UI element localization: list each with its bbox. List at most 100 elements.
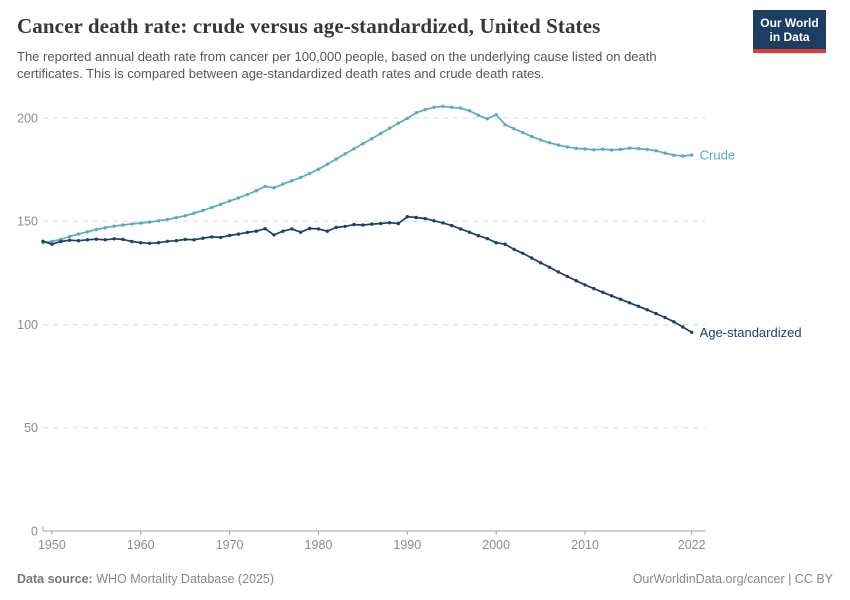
y-axis-tick-label-100: 100 (17, 318, 38, 332)
series-point-age-standardized-1993 (432, 219, 436, 223)
series-point-age-standardized-1959 (130, 239, 134, 244)
series-point-crude-1999 (485, 117, 489, 121)
series-point-crude-1978 (299, 175, 303, 180)
y-axis-tick-label-0: 0 (31, 524, 38, 538)
series-point-crude-1952 (68, 234, 72, 239)
data-source-label: Data source: (17, 572, 93, 586)
series-point-age-standardized-1956 (103, 238, 107, 242)
series-point-crude-1979 (307, 171, 312, 176)
series-point-age-standardized-1950 (50, 242, 54, 246)
series-point-age-standardized-1977 (290, 227, 294, 231)
x-axis-tick-label-1960: 1960 (127, 538, 155, 552)
x-axis-tick-label-2010: 2010 (571, 538, 599, 552)
series-point-age-standardized-2005 (538, 261, 543, 265)
series-point-crude-2000 (494, 113, 498, 117)
series-point-crude-1953 (76, 232, 81, 236)
series-label-age-standardized[interactable]: Age-standardized (700, 325, 802, 340)
series-point-crude-1983 (343, 152, 347, 156)
series-point-crude-1989 (396, 121, 401, 125)
owid-logo[interactable]: Our World in Data (753, 10, 826, 53)
series-point-age-standardized-1989 (396, 221, 401, 226)
series-point-crude-2003 (521, 130, 525, 135)
series-point-crude-1955 (94, 227, 99, 232)
series-point-age-standardized-2022 (690, 330, 694, 334)
series-point-age-standardized-2019 (663, 315, 667, 320)
series-point-age-standardized-1999 (485, 236, 489, 241)
series-point-age-standardized-2018 (654, 311, 658, 316)
series-point-crude-1968 (210, 205, 214, 210)
series-point-crude-1976 (281, 182, 285, 186)
series-point-crude-1996 (458, 106, 463, 110)
series-point-crude-2012 (601, 147, 605, 151)
chart-subtitle: The reported annual death rate from canc… (17, 48, 762, 82)
series-label-crude[interactable]: Crude (700, 147, 735, 162)
series-point-crude-1961 (147, 220, 152, 224)
series-point-age-standardized-1973 (254, 229, 258, 233)
series-point-age-standardized-1974 (263, 227, 267, 231)
series-point-crude-1950 (50, 239, 54, 243)
series-point-age-standardized-1966 (192, 238, 196, 242)
series-point-crude-2010 (583, 147, 587, 151)
series-point-age-standardized-2004 (530, 256, 534, 260)
series-point-crude-1974 (263, 184, 267, 189)
series-point-crude-1965 (183, 214, 187, 218)
x-axis-tick-label-2022: 2022 (678, 538, 706, 552)
series-point-crude-2013 (610, 148, 614, 152)
series-point-crude-1972 (245, 192, 250, 197)
series-point-crude-1956 (103, 226, 107, 230)
series-point-age-standardized-1960 (139, 241, 143, 245)
series-point-age-standardized-1972 (245, 230, 250, 235)
series-point-crude-2011 (592, 148, 596, 152)
chart-title: Cancer death rate: crude versus age-stan… (17, 14, 601, 38)
series-point-crude-1990 (405, 116, 409, 121)
series-point-crude-1984 (352, 147, 356, 151)
series-point-crude-1971 (236, 196, 241, 200)
series-point-age-standardized-2012 (601, 290, 605, 294)
series-point-age-standardized-1953 (76, 239, 81, 243)
series-point-crude-2017 (645, 147, 649, 152)
series-line-age-standardized[interactable] (42, 215, 693, 334)
series-point-age-standardized-1988 (387, 221, 392, 225)
series-point-crude-2021 (681, 154, 685, 158)
series-point-crude-1982 (334, 157, 338, 161)
series-point-crude-2020 (672, 153, 676, 157)
series-point-crude-1991 (414, 111, 418, 115)
series-point-age-standardized-1968 (210, 235, 214, 239)
y-axis-tick-label-150: 150 (17, 215, 38, 229)
series-point-crude-1969 (219, 202, 223, 206)
series-point-age-standardized-1965 (183, 237, 187, 242)
series-point-age-standardized-1991 (414, 215, 418, 220)
series-point-age-standardized-2008 (565, 274, 569, 279)
series-point-age-standardized-1976 (281, 229, 285, 233)
series-point-age-standardized-2003 (521, 251, 525, 255)
series-point-age-standardized-1967 (201, 236, 205, 240)
series-point-age-standardized-1983 (343, 224, 347, 229)
x-axis-tick-label-2000: 2000 (482, 538, 510, 552)
chart-subtitle-line2: certificates. This is compared between a… (17, 66, 545, 81)
series-point-age-standardized-1955 (94, 237, 99, 241)
series-point-crude-2002 (512, 127, 516, 131)
series-point-age-standardized-2001 (503, 242, 507, 246)
series-point-crude-2016 (636, 146, 641, 151)
series-point-age-standardized-2016 (636, 304, 641, 308)
series-point-crude-1966 (192, 211, 196, 215)
series-point-crude-1986 (370, 137, 374, 141)
data-source-value: WHO Mortality Database (2025) (92, 572, 275, 586)
x-axis-tick-label-1970: 1970 (216, 538, 244, 552)
series-point-crude-1970 (227, 199, 232, 203)
series-point-age-standardized-1957 (112, 237, 116, 241)
series-point-crude-1985 (361, 141, 365, 146)
credit-link[interactable]: OurWorldinData.org/cancer | CC BY (632, 572, 833, 586)
series-point-crude-2022 (690, 153, 694, 157)
series-point-crude-1957 (112, 224, 116, 228)
series-point-age-standardized-1975 (272, 233, 276, 237)
series-point-age-standardized-1964 (174, 239, 178, 243)
chart-header: Cancer death rate: crude versus age-stan… (17, 10, 833, 82)
series-point-crude-1975 (272, 186, 276, 190)
series-point-age-standardized-1949 (41, 239, 45, 243)
series-point-crude-2007 (556, 143, 561, 147)
series-point-age-standardized-2011 (592, 286, 596, 291)
series-point-age-standardized-2020 (672, 320, 676, 324)
series-point-age-standardized-1998 (476, 234, 481, 238)
